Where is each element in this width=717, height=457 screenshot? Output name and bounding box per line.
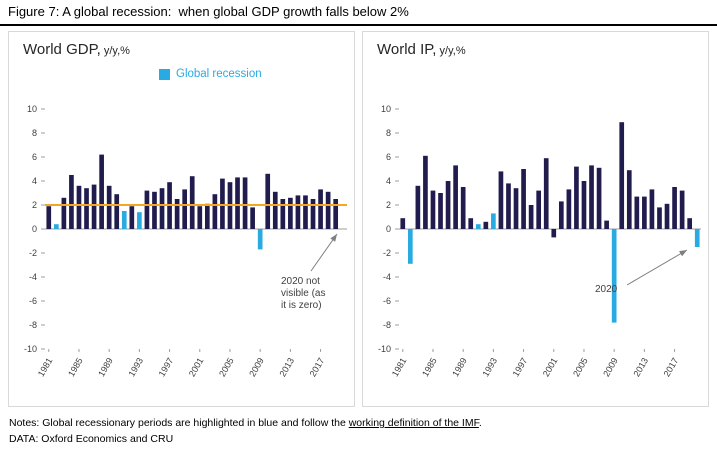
gdp-title-units: y/y,% [100,45,130,57]
svg-text:2005: 2005 [217,356,236,378]
svg-text:-8: -8 [29,320,37,330]
svg-text:-4: -4 [383,272,391,282]
svg-text:2013: 2013 [631,356,650,378]
ip-title-units: y/y,% [436,45,466,57]
svg-text:8: 8 [32,128,37,138]
svg-text:-6: -6 [29,296,37,306]
svg-text:1993: 1993 [126,356,145,378]
svg-text:4: 4 [386,176,391,186]
footer-notes: Notes: Global recessionary periods are h… [0,407,717,448]
panel-world-ip: World IP, y/y,% -10 -8 -6 -4 -2 0 2 4 6 8 10 1981 19… [362,31,709,407]
svg-text:1981: 1981 [36,356,55,378]
svg-text:0: 0 [32,224,37,234]
chart-panels: World GDP, y/y,% Global recession -10 -8-… [0,26,717,407]
svg-text:10: 10 [381,104,391,114]
svg-text:2001: 2001 [541,356,560,378]
ip-title-text: World IP, [377,41,437,58]
svg-text:-8: -8 [383,320,391,330]
svg-text:-2: -2 [383,248,391,258]
svg-text:8: 8 [386,128,391,138]
svg-text:2001: 2001 [187,356,206,378]
svg-text:6: 6 [32,152,37,162]
svg-text:2: 2 [386,200,391,210]
imf-link[interactable]: working definition of the IMF [348,417,479,429]
gdp-2020-annotation: 2020 not visible (as it is zero) [281,276,326,312]
data-source-line: DATA: Oxford Economics and CRU [9,433,174,446]
notes-line: Notes: Global recessionary periods are h… [9,415,708,431]
svg-text:2009: 2009 [247,356,266,378]
svg-text:1985: 1985 [66,356,85,378]
recession-legend-label: Global recession [176,68,262,80]
svg-text:2: 2 [32,200,37,210]
gdp-panel-title: World GDP, y/y,% [9,32,354,59]
svg-text:-10: -10 [24,344,37,354]
svg-text:2017: 2017 [662,356,681,378]
svg-text:-4: -4 [29,272,37,282]
panel-world-gdp: World GDP, y/y,% Global recession -10 -8-… [8,31,355,407]
world-ip-chart: -10 -8 -6 -4 -2 0 2 4 6 8 10 1981 1985 1989 1993 1997 20… [378,104,701,378]
svg-text:1989: 1989 [96,356,115,378]
svg-text:1989: 1989 [450,356,469,378]
recession-legend: Global recession [159,68,262,80]
svg-text:6: 6 [386,152,391,162]
svg-text:-6: -6 [383,296,391,306]
svg-text:-2: -2 [29,248,37,258]
svg-text:4: 4 [32,176,37,186]
world-gdp-chart: -10 -8 -6 -4 -2 0 2 4 6 8 10 1981 1985 1989 1993 1997 20… [24,104,347,378]
ip-2020-annotation: 2020 [595,284,618,295]
svg-text:2017: 2017 [308,356,327,378]
figure-title: Figure 7: A global recession: when globa… [0,0,717,26]
gdp-title-text: World GDP, [23,41,101,58]
notes-prefix: Notes: Global recessionary periods are h… [9,417,349,429]
ip-panel-title: World IP, y/y,% [363,32,708,59]
svg-text:1981: 1981 [390,356,409,378]
svg-text:10: 10 [27,104,37,114]
svg-text:2005: 2005 [571,356,590,378]
svg-text:-10: -10 [378,344,391,354]
svg-text:1993: 1993 [480,356,499,378]
svg-text:1985: 1985 [420,356,439,378]
svg-text:0: 0 [386,224,391,234]
svg-text:2013: 2013 [277,356,296,378]
svg-text:2009: 2009 [601,356,620,378]
recession-legend-swatch [159,68,170,80]
svg-text:1997: 1997 [157,356,176,378]
notes-suffix: . [478,417,482,429]
svg-text:1997: 1997 [511,356,530,378]
